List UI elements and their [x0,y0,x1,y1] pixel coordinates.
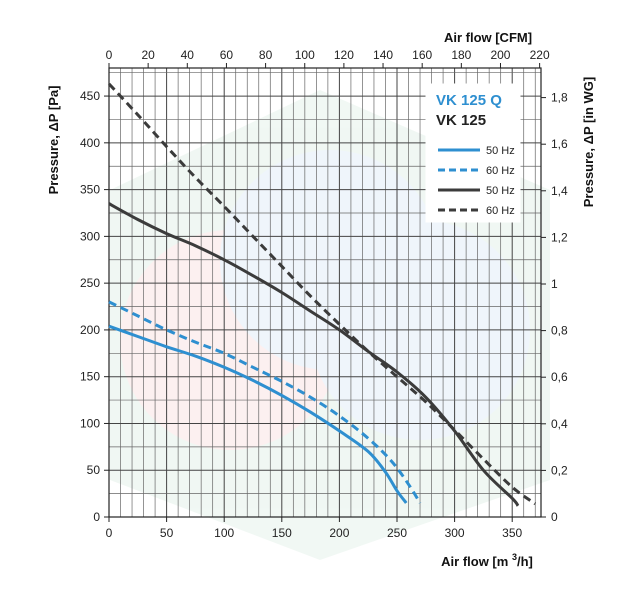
x-bottom-title-end: /h] [517,554,533,569]
x-top-tick-label: 20 [141,48,155,62]
y-left-tick-label: 350 [80,183,100,197]
top-ticks: 0 20 40 60 80 100 120 140 160 180 200 220 [106,48,550,68]
curve-vk-125-q-50hz [108,324,408,504]
legend-box [425,83,521,223]
x-bottom-title: Air flow [m 3/h] [441,552,533,569]
x-top-title: Air flow [CFM] [444,30,532,45]
x-bottom-tick-label: 0 [106,526,113,540]
y-right-tick-label: 1 [551,277,558,291]
x-bottom-tick-label: 300 [445,526,465,540]
y-right-tick-label: 0,4 [551,417,568,431]
y-left-tick-label: 450 [80,89,100,103]
y-right-tick-label: 0,8 [551,324,568,338]
y-right-tick-label: 0 [551,510,558,524]
legend-label-b50: 50 Hz [486,185,515,197]
curves [107,82,537,507]
bottom-ticks: 0 50 100 150 200 250 300 350 [106,517,523,540]
y-right-tick-label: 1,8 [551,91,568,105]
x-top-tick-label: 200 [490,48,510,62]
x-bottom-tick-label: 50 [160,526,174,540]
y-right-title: Pressure, ΔP [in WG] [581,77,596,207]
x-top-tick-label: 160 [412,48,432,62]
y-left-tick-label: 400 [80,136,100,150]
x-top-tick-label: 220 [530,48,550,62]
y-left-tick-label: 0 [93,510,100,524]
x-top-tick-label: 100 [295,48,315,62]
y-left-tick-label: 100 [80,416,100,430]
y-right-tick-label: 0,6 [551,370,568,384]
y-left-tick-label: 150 [80,370,100,384]
curve-vk-125-60hz [107,82,537,506]
right-ticks: 0 0,2 0,4 0,6 0,8 1 1,2 1,4 1,6 1,8 [541,91,568,524]
x-bottom-title-sup: 3 [512,552,517,562]
legend: VK 125 Q VK 125 50 Hz 60 Hz 50 Hz 60 Hz [425,83,521,223]
x-bottom-tick-label: 100 [214,526,234,540]
x-bottom-title-main: Air flow [m [441,554,512,569]
curve-vk-125-q-60hz [108,300,422,504]
x-top-tick-label: 40 [181,48,195,62]
y-left-title: Pressure, ΔP [Pa] [46,86,61,195]
legend-label-q50: 50 Hz [486,145,515,157]
x-top-tick-label: 120 [334,48,354,62]
curve-vk-125-50hz [108,202,520,507]
legend-label-b60: 60 Hz [486,205,515,217]
legend-title-vk125: VK 125 [436,112,486,129]
x-top-tick-label: 80 [259,48,273,62]
y-right-tick-label: 1,6 [551,137,568,151]
x-bottom-tick-label: 250 [387,526,407,540]
y-right-tick-label: 1,2 [551,230,568,244]
y-left-tick-label: 50 [87,463,101,477]
y-left-tick-label: 300 [80,229,100,243]
x-bottom-tick-label: 350 [502,526,522,540]
x-bottom-tick-label: 200 [329,526,349,540]
legend-title-vk125q: VK 125 Q [436,92,502,109]
x-top-tick-label: 140 [373,48,393,62]
left-ticks: 0 50 100 150 200 250 300 350 400 450 [80,89,109,524]
legend-label-q60: 60 Hz [486,165,515,177]
y-right-tick-label: 0,2 [551,463,568,477]
y-left-tick-label: 250 [80,276,100,290]
plot-frame [108,67,542,518]
x-top-tick-label: 180 [451,48,471,62]
x-top-tick-label: 0 [106,48,113,62]
y-left-tick-label: 200 [80,323,100,337]
y-right-tick-label: 1,4 [551,184,568,198]
x-top-tick-label: 60 [220,48,234,62]
x-bottom-tick-label: 150 [272,526,292,540]
